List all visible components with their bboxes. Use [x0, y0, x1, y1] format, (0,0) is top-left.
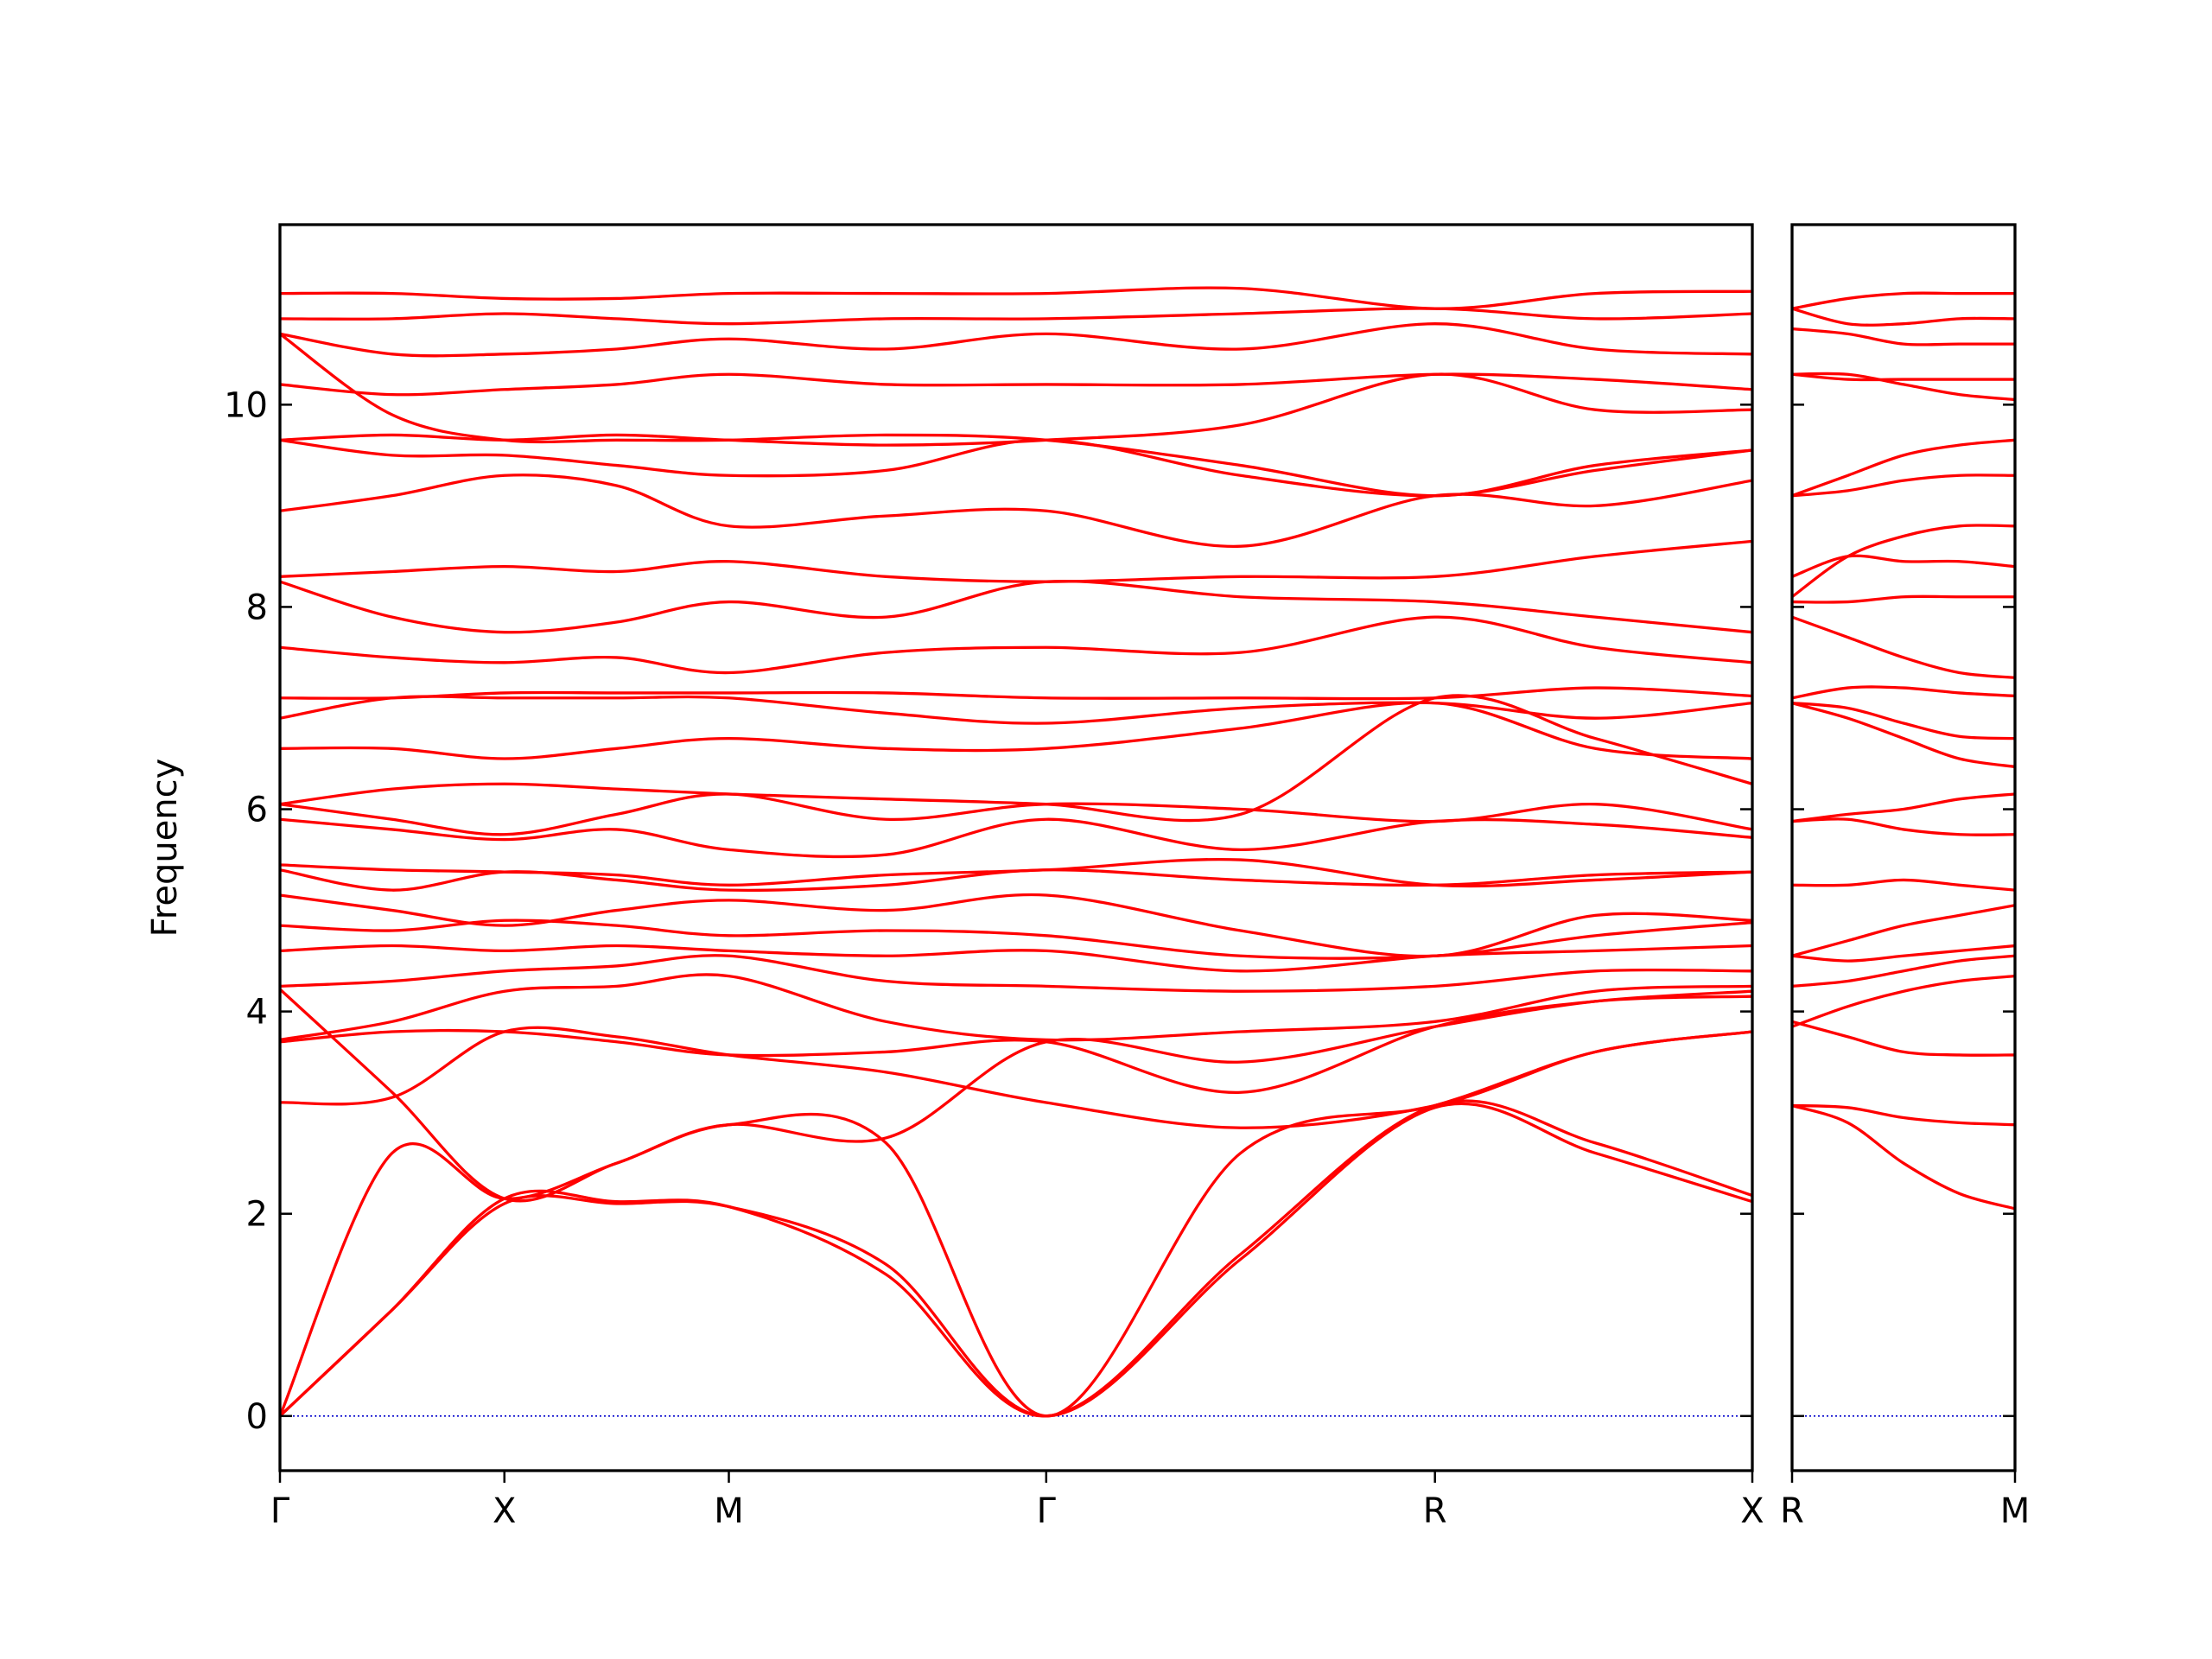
y-tick-label: 4	[246, 993, 268, 1033]
band-line	[280, 944, 1752, 973]
band-line	[1792, 372, 2015, 402]
band-line	[1792, 524, 2015, 599]
band-line	[1792, 594, 2015, 604]
band-line	[1792, 817, 2015, 836]
band-line	[280, 995, 1752, 1094]
band-line	[1792, 1020, 2015, 1057]
band-line	[1792, 944, 2015, 963]
y-tick-label: 2	[246, 1195, 268, 1235]
x-tick-label: R	[1780, 1491, 1804, 1531]
band-line	[280, 307, 1752, 326]
x-tick-label: Γ	[1037, 1491, 1057, 1531]
y-axis-label: Frequency	[145, 759, 185, 938]
band-line	[1792, 615, 2015, 680]
x-tick-label: X	[1740, 1491, 1764, 1531]
band-line	[280, 372, 1752, 447]
y-tick-label: 10	[224, 385, 268, 425]
band-line	[1792, 1103, 2015, 1127]
y-tick-label: 6	[246, 791, 268, 830]
band-line	[280, 333, 1752, 498]
band-line	[1792, 904, 2015, 957]
bands	[280, 286, 1752, 1418]
y-tick-label: 8	[246, 588, 268, 627]
band-line	[280, 372, 1752, 397]
band-line	[1792, 554, 2015, 578]
y-tick-label: 0	[246, 1397, 268, 1437]
band-line	[1792, 327, 2015, 346]
band-line	[280, 857, 1752, 888]
band-line	[1792, 307, 2015, 327]
band-line	[280, 893, 1752, 958]
band-line	[280, 286, 1752, 310]
band-line	[280, 438, 1752, 498]
band-line	[280, 1099, 1752, 1418]
band-line	[280, 817, 1752, 859]
band-line	[1792, 878, 2015, 892]
band-line	[1792, 372, 2015, 382]
band-line	[280, 539, 1752, 583]
x-tick-label: M	[714, 1491, 744, 1531]
band-line	[1792, 792, 2015, 823]
plot-frame	[1790, 223, 2017, 1472]
x-tick-label: X	[493, 1491, 516, 1531]
band-line	[1792, 954, 2015, 988]
bands	[1792, 291, 2015, 1211]
band-line	[280, 954, 1752, 993]
band-line	[280, 792, 1752, 836]
band-line	[280, 701, 1752, 760]
band-line	[1792, 701, 2015, 741]
band-line	[1792, 438, 2015, 498]
band-line	[1792, 474, 2015, 498]
band-line	[1792, 291, 2015, 310]
band-line	[280, 474, 1752, 548]
band-line	[280, 615, 1752, 675]
band-line	[280, 973, 1752, 1042]
band-line	[280, 686, 1752, 701]
x-tick-label: R	[1423, 1491, 1447, 1531]
band-line	[280, 918, 1752, 960]
band-line	[280, 695, 1752, 725]
band-line	[1792, 1103, 2015, 1211]
band-line	[280, 322, 1752, 358]
band-line	[280, 694, 1752, 823]
x-tick-label: M	[2000, 1491, 2031, 1531]
plot-frame	[278, 223, 1754, 1472]
band-line	[280, 1030, 1752, 1418]
band-line	[1792, 685, 2015, 700]
band-line	[280, 579, 1752, 634]
band-line	[1792, 975, 2015, 1028]
band-line	[1792, 702, 2015, 768]
band-line	[280, 1102, 1752, 1418]
x-tick-label: Γ	[270, 1491, 290, 1531]
band-line	[280, 1026, 1752, 1129]
band-line	[280, 988, 1752, 1203]
